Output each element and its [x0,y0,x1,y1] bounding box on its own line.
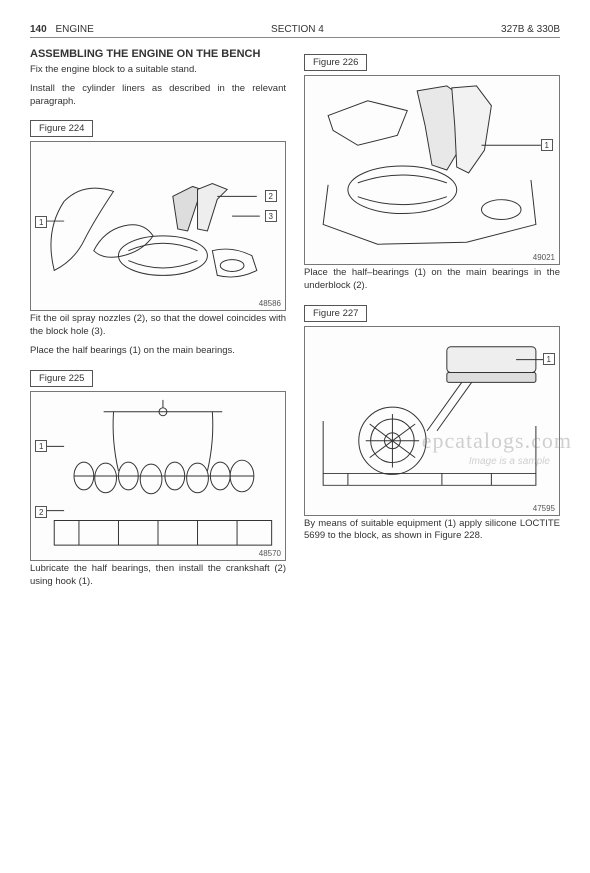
header-left: 140 ENGINE [30,24,94,35]
figure-224: 1 2 3 48586 [30,141,286,311]
left-column: ASSEMBLING THE ENGINE ON THE BENCH Fix t… [30,48,286,595]
section-left: ENGINE [55,24,93,35]
callout-1: 1 [541,139,553,151]
figure-226: 1 49021 [304,75,560,265]
figure-227-drawing [305,327,559,515]
callout-1: 1 [35,440,47,452]
figure-227: 1 47595 [304,326,560,516]
callout-2: 2 [265,190,277,202]
figure-225: 1 2 48570 [30,391,286,561]
figure-225-drawing [31,392,285,560]
intro-text-1: Fix the engine block to a suitable stand… [30,64,286,77]
figure-225-label: Figure 225 [30,370,93,387]
page-number: 140 [30,24,47,35]
intro-text-2: Install the cylinder liners as described… [30,83,286,109]
page-header: 140 ENGINE SECTION 4 327B & 330B [30,24,560,38]
figure-224-label: Figure 224 [30,120,93,137]
figure-224-drawing [31,142,285,310]
right-column: Figure 226 1 49021 [304,48,560,595]
callout-2: 2 [35,506,47,518]
figure-227-label: Figure 227 [304,305,367,322]
figure-224-id: 48586 [259,299,281,308]
section-center: SECTION 4 [271,24,324,35]
section-right: 327B & 330B [501,24,560,35]
callout-1: 1 [543,353,555,365]
text-after-227: By means of suitable equipment (1) apply… [304,518,560,544]
text-after-226: Place the half–bearings (1) on the main … [304,267,560,293]
callout-1: 1 [35,216,47,228]
figure-226-id: 49021 [533,253,555,262]
section-title: ASSEMBLING THE ENGINE ON THE BENCH [30,48,286,60]
text-after-224a: Fit the oil spray nozzles (2), so that t… [30,313,286,339]
callout-3: 3 [265,210,277,222]
text-after-225: Lubricate the half bearings, then instal… [30,563,286,589]
text-after-224b: Place the half bearings (1) on the main … [30,345,286,358]
figure-226-label: Figure 226 [304,54,367,71]
figure-225-id: 48570 [259,549,281,558]
figure-227-id: 47595 [533,504,555,513]
figure-226-drawing [305,76,559,264]
